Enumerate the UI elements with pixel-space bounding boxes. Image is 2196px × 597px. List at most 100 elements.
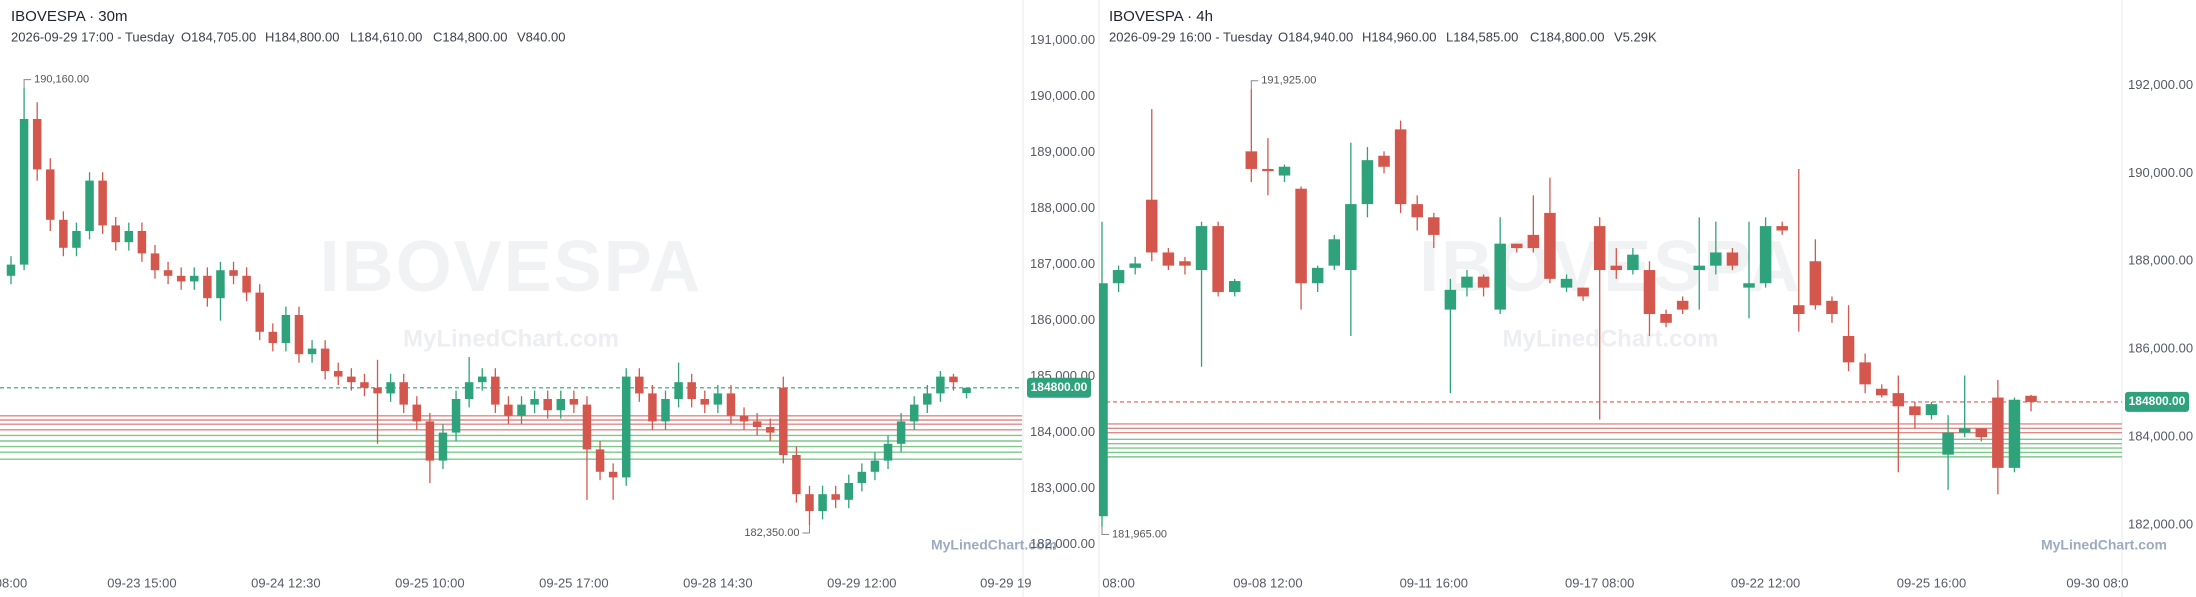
x-tick-label: 09-29 19 (980, 575, 1031, 590)
candle-body (85, 180, 94, 231)
y-tick-label: 184,000.00 (1030, 424, 1095, 439)
candle-body (268, 331, 278, 343)
candle-body (844, 483, 854, 500)
candle-body (870, 460, 880, 472)
y-tick-label: 191,000.00 (1030, 32, 1095, 47)
x-tick-label: 08:00 (0, 575, 27, 590)
x-tick-label: 09-22 12:00 (1731, 575, 1800, 590)
candle-body (1477, 276, 1490, 288)
candle-body (831, 494, 840, 500)
ohlc-label: O184,940.00 (1278, 29, 1353, 44)
price-tag-label: 184800.00 (1031, 380, 1088, 394)
y-tick-label: 190,000.00 (1030, 88, 1095, 103)
candle-body (124, 231, 134, 243)
candle-body (242, 275, 251, 293)
x-tick-label: 09-29 12:00 (827, 575, 896, 590)
candle-body (752, 421, 762, 427)
candle-body (1975, 428, 1988, 438)
candle-body (2025, 395, 2037, 402)
candle-body (1826, 300, 1838, 315)
brand: MyLinedChart.com (931, 537, 1057, 553)
watermark-brand: MyLinedChart.com (403, 325, 619, 352)
candle-body (32, 119, 42, 170)
price-tag (2125, 391, 2189, 412)
candle-body (1842, 335, 1855, 363)
candle-body (1610, 265, 1623, 271)
candle-body (111, 225, 120, 243)
candle-body (2008, 399, 2021, 468)
candle-body (713, 393, 723, 405)
candle-body (451, 399, 461, 433)
candle-body (857, 471, 867, 483)
candle-body (1710, 252, 1722, 266)
candle-body (464, 382, 474, 399)
candle-body (1245, 151, 1258, 169)
candle-body (1511, 243, 1523, 249)
candle-body (1146, 199, 1158, 253)
y-tick-label: 182,000.00 (2128, 516, 2193, 531)
candle-body (1494, 243, 1506, 310)
candle-body (360, 382, 369, 388)
watermark: IBOVESPA (1419, 227, 1802, 307)
candle-body (923, 393, 932, 405)
candle-body (896, 421, 906, 444)
candle-body (19, 119, 29, 265)
candle-body (726, 393, 736, 416)
subtitle: 2026-09-29 16:00 - Tuesday (1109, 29, 1273, 44)
candle-body (543, 399, 552, 411)
candle-body (700, 399, 710, 405)
x-tick-label: 09-08 12:00 (1233, 575, 1302, 590)
candle-body (307, 348, 317, 355)
candle-body (1179, 261, 1191, 266)
y-tick-label: 189,000.00 (1030, 144, 1095, 159)
candle-body (255, 292, 264, 332)
ohlc-label: V840.00 (517, 29, 565, 44)
candle-body (504, 404, 513, 416)
candle-body (1278, 166, 1291, 176)
candle-body (98, 180, 107, 226)
candle-body (1461, 276, 1473, 288)
candle-body (1295, 188, 1307, 284)
candle-body (1162, 252, 1175, 266)
candle-body (320, 348, 330, 371)
x-tick-label: 09-17 08:00 (1565, 575, 1634, 590)
candle-body (1577, 287, 1589, 297)
annotation-connector (1250, 80, 1259, 89)
candle-body (569, 399, 579, 405)
y-tick-label: 188,000.00 (2128, 253, 2193, 268)
candle-body (1099, 283, 1108, 517)
candle-body (163, 270, 173, 276)
candle-body (1676, 300, 1689, 310)
candle-body (294, 315, 304, 355)
candle-body (949, 376, 958, 383)
candle-body (687, 382, 696, 399)
candle-body (1958, 428, 1971, 433)
candle-body (1859, 362, 1871, 385)
candle-body (661, 399, 670, 422)
x-tick-label: 09-25 17:00 (539, 575, 608, 590)
candle-body (962, 387, 971, 394)
annotation: 191,925.00 (1261, 75, 1316, 87)
candle-body (805, 494, 814, 511)
candle-body (1129, 263, 1141, 268)
candle-body (229, 270, 238, 276)
candle-body (176, 275, 186, 282)
ohlc-label: O184,705.00 (181, 29, 256, 44)
candle-body (595, 449, 605, 472)
candle-body (46, 169, 55, 220)
x-tick-label: 08:00 (1102, 575, 1135, 590)
x-tick-label: 09-25 10:00 (395, 575, 464, 590)
candle-body (1660, 314, 1672, 323)
candle-body (621, 376, 631, 478)
subtitle: 2026-09-29 17:00 - Tuesday (11, 29, 175, 44)
candle-body (203, 275, 212, 299)
watermark: IBOVESPA (320, 227, 703, 307)
candle-body (1527, 234, 1540, 249)
y-tick-label: 188,000.00 (1030, 200, 1095, 215)
watermark-brand: MyLinedChart.com (1502, 325, 1718, 352)
y-tick-label: 186,000.00 (1030, 312, 1095, 327)
candle-body (1112, 270, 1125, 284)
candle-body (1345, 204, 1357, 271)
candle-body (1361, 160, 1374, 205)
